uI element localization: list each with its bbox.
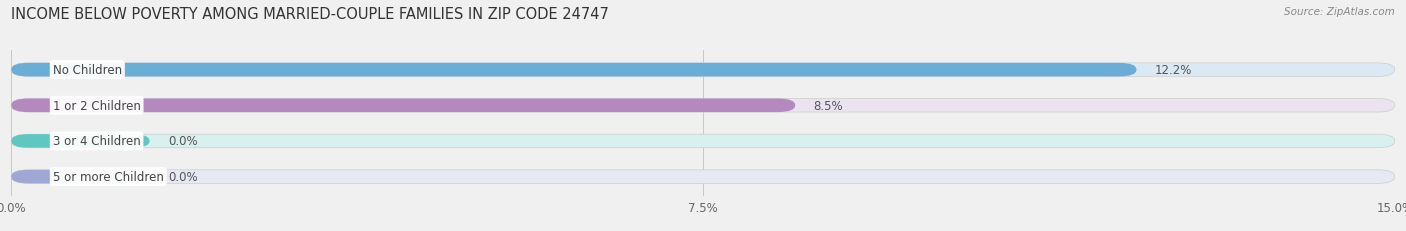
Text: No Children: No Children [53, 64, 122, 77]
Text: 8.5%: 8.5% [814, 99, 844, 112]
FancyBboxPatch shape [11, 64, 1395, 77]
FancyBboxPatch shape [11, 170, 149, 184]
Text: 5 or more Children: 5 or more Children [53, 170, 163, 183]
FancyBboxPatch shape [11, 170, 1395, 184]
Text: 3 or 4 Children: 3 or 4 Children [53, 135, 141, 148]
Text: Source: ZipAtlas.com: Source: ZipAtlas.com [1284, 7, 1395, 17]
Text: 12.2%: 12.2% [1154, 64, 1192, 77]
FancyBboxPatch shape [11, 99, 796, 112]
Text: INCOME BELOW POVERTY AMONG MARRIED-COUPLE FAMILIES IN ZIP CODE 24747: INCOME BELOW POVERTY AMONG MARRIED-COUPL… [11, 7, 609, 22]
FancyBboxPatch shape [11, 99, 1395, 112]
FancyBboxPatch shape [11, 135, 1395, 148]
Text: 0.0%: 0.0% [169, 135, 198, 148]
FancyBboxPatch shape [11, 64, 1136, 77]
Text: 0.0%: 0.0% [169, 170, 198, 183]
FancyBboxPatch shape [11, 135, 149, 148]
Text: 1 or 2 Children: 1 or 2 Children [53, 99, 141, 112]
